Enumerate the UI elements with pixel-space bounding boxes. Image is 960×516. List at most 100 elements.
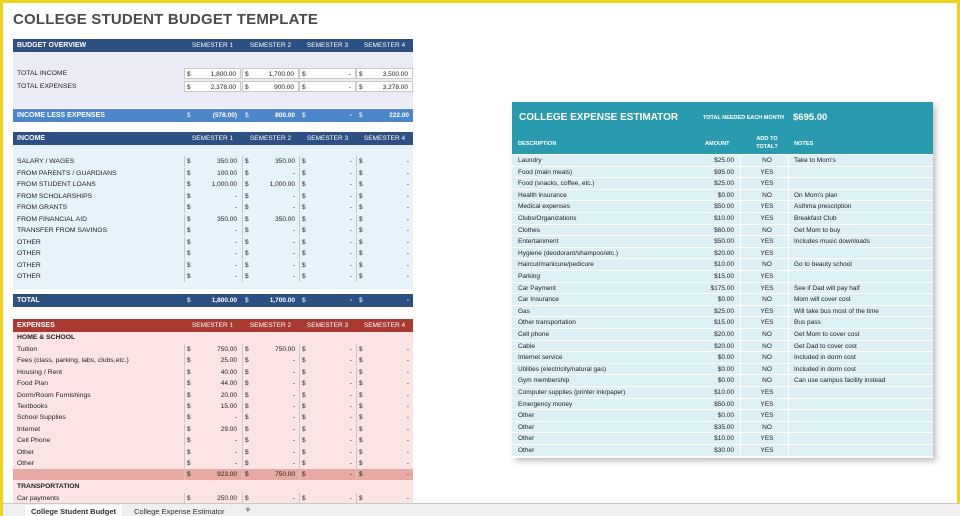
amount-cell[interactable]: $ - — [299, 423, 356, 435]
amount-cell[interactable]: $ - — [299, 412, 356, 424]
estimator-description[interactable]: Medical expenses — [518, 203, 571, 211]
amount-cell[interactable]: $ - — [356, 156, 413, 167]
estimator-add-to-total[interactable]: YES — [760, 307, 774, 315]
estimator-amount[interactable]: $0.00 — [717, 354, 734, 362]
amount-cell[interactable]: $1,000.00 — [184, 179, 241, 190]
estimator-note[interactable]: Includes music downloads — [794, 238, 870, 246]
amount-cell[interactable]: $100.00 — [184, 167, 241, 179]
estimator-description[interactable]: Emergency money — [518, 400, 573, 408]
estimator-add-to-total[interactable]: NO — [762, 157, 772, 164]
amount-cell[interactable]: $3,278.00 — [356, 81, 413, 92]
amount-cell[interactable]: $750.00 — [242, 469, 299, 480]
estimator-description[interactable]: Haircut/manicure/pedicure — [518, 261, 594, 269]
estimator-add-to-total[interactable]: YES — [760, 203, 774, 211]
estimator-description[interactable]: Computer supplies (printer ink/paper) — [518, 389, 626, 396]
amount-cell[interactable]: $ - — [299, 156, 356, 167]
amount-cell[interactable]: $ - — [299, 493, 356, 504]
estimator-description[interactable]: Cable — [518, 342, 535, 350]
amount-cell[interactable]: $ - — [356, 213, 413, 225]
amount-cell[interactable]: $ - — [299, 271, 356, 282]
estimator-description[interactable]: Cell phone — [518, 331, 550, 338]
estimator-amount[interactable]: $175.00 — [710, 284, 735, 292]
amount-cell[interactable]: $ - — [184, 259, 241, 271]
amount-cell[interactable]: $ - — [184, 202, 241, 213]
amount-cell[interactable]: $ - — [356, 225, 413, 236]
estimator-note[interactable]: Go to beauty school — [794, 261, 852, 269]
amount-cell[interactable]: $ - — [184, 236, 241, 248]
estimator-amount[interactable]: $10.00 — [714, 389, 734, 396]
estimator-description[interactable]: Laundry — [518, 157, 542, 164]
estimator-add-to-total[interactable]: YES — [760, 400, 774, 408]
amount-cell[interactable]: $ - — [242, 378, 299, 390]
estimator-amount[interactable]: $0.00 — [717, 365, 734, 373]
amount-cell[interactable]: $ - — [299, 344, 356, 355]
estimator-add-to-total[interactable]: YES — [760, 435, 774, 443]
amount-cell[interactable]: $350.00 — [242, 156, 299, 167]
amount-cell[interactable]: $ - — [299, 236, 356, 248]
estimator-add-to-total[interactable]: NO — [762, 191, 772, 199]
add-sheet-icon[interactable]: + — [245, 505, 251, 516]
amount-cell[interactable]: $ - — [184, 412, 241, 424]
amount-cell[interactable]: $25.00 — [184, 355, 241, 367]
estimator-add-to-total[interactable]: NO — [762, 423, 772, 431]
amount-cell[interactable]: $ - — [356, 412, 413, 424]
estimator-note[interactable]: Get Mom to buy — [794, 226, 841, 234]
estimator-add-to-total[interactable]: YES — [760, 447, 774, 454]
estimator-add-to-total[interactable]: YES — [760, 249, 774, 257]
estimator-description[interactable]: Entertainment — [518, 238, 559, 246]
amount-cell[interactable]: $ - — [184, 248, 241, 259]
estimator-note[interactable]: See if Dad will pay half — [794, 284, 860, 292]
estimator-note[interactable]: Can use campus facility instead — [794, 377, 886, 385]
amount-cell[interactable]: $ - — [242, 423, 299, 435]
estimator-amount[interactable]: $50.00 — [714, 238, 734, 246]
amount-cell[interactable]: $ - — [356, 401, 413, 412]
amount-cell[interactable]: $ - — [356, 355, 413, 367]
amount-cell[interactable]: $ - — [242, 458, 299, 469]
amount-cell[interactable]: $750.00 — [242, 344, 299, 355]
estimator-amount[interactable]: $15.00 — [714, 273, 734, 280]
amount-cell[interactable]: $ - — [356, 271, 413, 282]
amount-cell[interactable]: $ - — [299, 389, 356, 401]
amount-cell[interactable]: $ - — [184, 458, 241, 469]
amount-cell[interactable]: $923.00 — [184, 469, 241, 480]
estimator-note[interactable]: Included in dorm cost — [794, 354, 856, 362]
amount-cell[interactable]: $ - — [242, 366, 299, 378]
estimator-amount[interactable]: $50.00 — [714, 400, 734, 408]
estimator-note[interactable]: Mom will cover cost — [794, 296, 851, 304]
estimator-description[interactable]: Other transportation — [518, 319, 576, 327]
estimator-total[interactable]: $695.00 — [793, 112, 828, 123]
amount-cell[interactable]: $ - — [299, 446, 356, 458]
estimator-add-to-total[interactable]: YES — [760, 168, 774, 176]
estimator-amount[interactable]: $25.00 — [714, 307, 734, 315]
amount-cell[interactable]: $ - — [356, 435, 413, 447]
amount-cell[interactable]: $ - — [242, 167, 299, 179]
amount-cell[interactable]: $ - — [299, 259, 356, 271]
amount-cell[interactable]: $1,800.00 — [184, 68, 241, 79]
amount-cell[interactable]: $29.00 — [184, 423, 241, 435]
estimator-amount[interactable]: $20.00 — [714, 342, 734, 350]
amount-cell[interactable]: $ - — [356, 202, 413, 213]
amount-cell[interactable]: $900.00 — [242, 81, 299, 92]
amount-cell[interactable]: $ - — [356, 190, 413, 202]
amount-cell[interactable]: $ - — [299, 81, 356, 92]
amount-cell[interactable]: $ - — [356, 259, 413, 271]
estimator-description[interactable]: Clubs/Organizations — [518, 215, 577, 222]
amount-cell[interactable]: $ - — [299, 401, 356, 412]
estimator-add-to-total[interactable]: YES — [760, 215, 774, 222]
estimator-add-to-total[interactable]: NO — [762, 296, 772, 304]
amount-cell[interactable]: $ - — [356, 469, 413, 480]
amount-cell[interactable]: $ - — [299, 248, 356, 259]
estimator-note[interactable]: Take to Mom's — [794, 157, 836, 164]
estimator-description[interactable]: Internet service — [518, 354, 563, 362]
estimator-add-to-total[interactable]: YES — [760, 238, 774, 246]
estimator-description[interactable]: Gym membership — [518, 377, 570, 385]
estimator-note[interactable]: Breakfast Club — [794, 215, 837, 222]
amount-cell[interactable]: $ - — [242, 271, 299, 282]
amount-cell[interactable]: $ - — [242, 202, 299, 213]
amount-cell[interactable]: $350.00 — [242, 213, 299, 225]
amount-cell[interactable]: $44.00 — [184, 378, 241, 390]
amount-cell[interactable]: $ - — [356, 493, 413, 504]
estimator-amount[interactable]: $0.00 — [717, 412, 734, 420]
estimator-add-to-total[interactable]: YES — [760, 273, 774, 280]
amount-cell[interactable]: $ - — [184, 225, 241, 236]
